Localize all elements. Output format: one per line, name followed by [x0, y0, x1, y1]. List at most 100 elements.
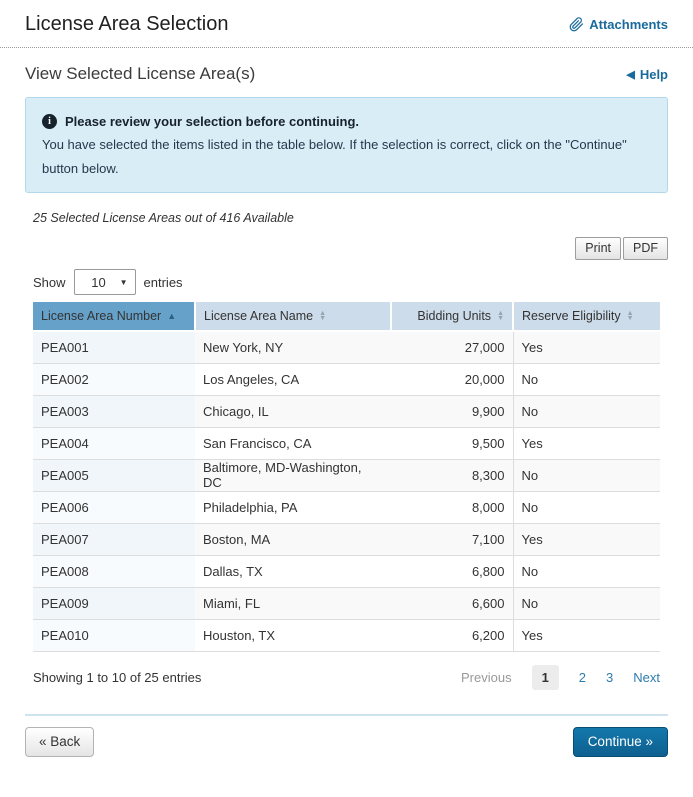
cell-name: Houston, TX: [195, 619, 391, 652]
sort-both-icon: ▲ ▼: [626, 309, 634, 323]
page-1-button[interactable]: 1: [531, 664, 559, 690]
section-title: View Selected License Area(s): [25, 64, 256, 83]
page: License Area Selection Attachments: [0, 0, 693, 47]
cell-number: PEA004: [33, 427, 195, 460]
column-label: Bidding Units: [417, 309, 492, 324]
cell-bidding-units: 7,100: [391, 523, 513, 556]
cell-name: Boston, MA: [195, 523, 391, 556]
table-row: PEA009 Miami, FL 6,600 No: [33, 587, 660, 620]
page-3-button[interactable]: 3: [606, 669, 614, 685]
column-header-bidding-units[interactable]: Bidding Units ▲ ▼: [391, 302, 514, 333]
show-label: Show: [33, 274, 66, 290]
cell-name: Baltimore, MD-Washington, DC: [195, 459, 391, 492]
entries-select-value: 10: [91, 274, 106, 290]
help-arrow-icon: ◀: [626, 68, 635, 81]
export-toolbar: Print PDF: [25, 237, 668, 261]
cell-bidding-units: 8,000: [391, 491, 513, 524]
help-label: Help: [639, 66, 668, 82]
cell-reserve-eligibility: No: [512, 491, 660, 524]
cell-name: New York, NY: [195, 331, 391, 364]
info-notice: i Please review your selection before co…: [25, 97, 668, 194]
entries-label: entries: [143, 274, 183, 290]
header-divider: [0, 47, 693, 48]
pagination: Previous 1 2 3 Next: [460, 664, 660, 690]
cell-number: PEA010: [33, 619, 195, 652]
previous-page-button[interactable]: Previous: [460, 669, 512, 685]
notice-title: Please review your selection before cont…: [65, 114, 360, 129]
table-row: PEA003 Chicago, IL 9,900 No: [33, 395, 660, 428]
column-label: Reserve Eligibility: [522, 309, 621, 324]
pagination-pages: 1 2 3: [531, 664, 614, 690]
cell-reserve-eligibility: Yes: [512, 523, 660, 556]
entries-select[interactable]: 10 ▼: [73, 269, 136, 296]
cell-number: PEA003: [33, 395, 195, 428]
cell-bidding-units: 8,300: [391, 459, 513, 492]
cell-bidding-units: 6,200: [391, 619, 513, 652]
table-row: PEA001 New York, NY 27,000 Yes: [33, 331, 660, 364]
cell-reserve-eligibility: No: [512, 587, 660, 620]
cell-reserve-eligibility: Yes: [512, 331, 660, 364]
cell-bidding-units: 6,800: [391, 555, 513, 588]
sort-both-icon: ▲ ▼: [497, 309, 504, 323]
table-row: PEA008 Dallas, TX 6,800 No: [33, 555, 660, 588]
cell-number: PEA007: [33, 523, 195, 556]
license-area-table: License Area Number ▲ License Area Name …: [33, 302, 660, 652]
cell-reserve-eligibility: No: [512, 363, 660, 396]
back-button[interactable]: « Back: [25, 726, 95, 757]
sort-ascending-icon: ▲: [167, 310, 177, 321]
attachments-label: Attachments: [589, 17, 668, 32]
help-link[interactable]: ◀ Help: [626, 67, 668, 82]
sort-both-icon: ▲ ▼: [319, 309, 327, 323]
table-row: PEA005 Baltimore, MD-Washington, DC 8,300 N…: [33, 459, 660, 492]
selection-summary: 25 Selected License Areas out of 416 Ava…: [33, 211, 294, 226]
cell-number: PEA001: [33, 331, 195, 364]
info-icon: i: [42, 114, 57, 130]
column-label: License Area Number: [41, 309, 162, 324]
paperclip-icon: [569, 17, 584, 32]
notice-title-row: i Please review your selection before co…: [42, 110, 651, 133]
section-header: View Selected License Area(s) ◀ Help: [25, 64, 668, 84]
cell-reserve-eligibility: Yes: [512, 619, 660, 652]
cell-name: Chicago, IL: [195, 395, 391, 428]
cell-name: Miami, FL: [195, 587, 391, 620]
table-footer: Showing 1 to 10 of 25 entries Previous 1…: [33, 664, 660, 690]
actions-divider: [25, 713, 668, 716]
cell-name: Dallas, TX: [195, 555, 391, 588]
cell-bidding-units: 9,500: [391, 427, 513, 460]
cell-reserve-eligibility: Yes: [512, 427, 660, 460]
cell-bidding-units: 6,600: [391, 587, 513, 620]
cell-reserve-eligibility: No: [512, 555, 660, 588]
column-header-license-area-name[interactable]: License Area Name ▲ ▼: [195, 302, 392, 333]
page-title: License Area Selection: [25, 13, 229, 35]
table-row: PEA004 San Francisco, CA 9,500 Yes: [33, 427, 660, 460]
column-header-reserve-eligibility[interactable]: Reserve Eligibility ▲ ▼: [513, 302, 660, 333]
cell-number: PEA006: [33, 491, 195, 524]
print-button[interactable]: Print: [575, 237, 621, 261]
showing-entries-text: Showing 1 to 10 of 25 entries: [33, 669, 202, 685]
cell-name: San Francisco, CA: [195, 427, 391, 460]
table-row: PEA002 Los Angeles, CA 20,000 No: [33, 363, 660, 396]
table-row: PEA010 Houston, TX 6,200 Yes: [33, 619, 660, 652]
table-header-row: License Area Number ▲ License Area Name …: [33, 302, 660, 333]
attachments-link[interactable]: Attachments: [569, 17, 668, 32]
column-label: License Area Name: [204, 309, 314, 324]
page-2-button[interactable]: 2: [578, 669, 587, 685]
cell-bidding-units: 9,900: [391, 395, 513, 428]
pdf-button[interactable]: PDF: [623, 237, 668, 261]
cell-bidding-units: 20,000: [391, 363, 513, 396]
cell-reserve-eligibility: No: [512, 395, 660, 428]
continue-button[interactable]: Continue »: [572, 726, 668, 757]
cell-name: Los Angeles, CA: [195, 363, 391, 396]
license-area-table-wrapper: License Area Number ▲ License Area Name …: [33, 302, 660, 652]
cell-number: PEA002: [33, 363, 195, 396]
table-row: PEA007 Boston, MA 7,100 Yes: [33, 523, 660, 556]
table-row: PEA006 Philadelphia, PA 8,000 No: [33, 491, 660, 524]
column-header-license-area-number[interactable]: License Area Number ▲: [33, 302, 196, 333]
entries-length-control: Show 10 ▼ entries: [33, 269, 668, 296]
table-body: PEA001 New York, NY 27,000 Yes PEA002 Los Ang…: [33, 331, 660, 652]
actions-bar: « Back Continue »: [25, 726, 668, 797]
cell-number: PEA008: [33, 555, 195, 588]
top-header: License Area Selection Attachments: [25, 0, 668, 47]
notice-body: You have selected the items listed in th…: [42, 137, 627, 176]
next-page-button[interactable]: Next: [633, 669, 660, 685]
